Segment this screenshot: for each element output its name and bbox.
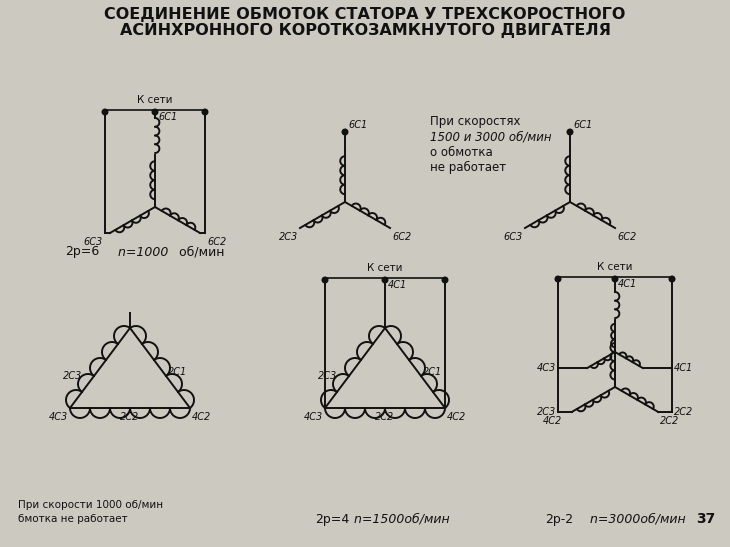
Text: 4С3: 4С3 [304, 412, 323, 422]
Text: 2р-2: 2р-2 [545, 513, 573, 526]
Text: 4С2: 4С2 [447, 412, 466, 422]
Text: 4С3: 4С3 [49, 412, 68, 422]
Text: 2С3: 2С3 [318, 371, 337, 381]
Text: 2С2: 2С2 [120, 412, 139, 422]
Text: 2С2: 2С2 [674, 407, 694, 417]
Circle shape [383, 277, 388, 283]
Circle shape [442, 277, 447, 283]
Text: АСИНХРОННОГО КОРОТКОЗАМКНУТОГО ДВИГАТЕЛЯ: АСИНХРОННОГО КОРОТКОЗАМКНУТОГО ДВИГАТЕЛЯ [120, 23, 610, 38]
Text: К сети: К сети [597, 262, 633, 272]
Circle shape [102, 109, 108, 115]
Text: 2р=6: 2р=6 [65, 246, 99, 259]
Text: 2С3: 2С3 [63, 371, 82, 381]
Text: n=3000об/мин: n=3000об/мин [582, 513, 685, 526]
Text: При скоростях: При скоростях [430, 115, 520, 129]
Text: 2р=4: 2р=4 [315, 513, 349, 526]
Text: 2С1: 2С1 [423, 367, 442, 377]
Text: 2С2: 2С2 [375, 412, 395, 422]
Text: 2С3: 2С3 [279, 232, 298, 242]
Text: 2С1: 2С1 [168, 367, 188, 377]
Text: 6С2: 6С2 [392, 232, 411, 242]
Text: 2С2: 2С2 [661, 416, 680, 426]
Text: 4С3: 4С3 [537, 363, 556, 373]
Text: 4С2: 4С2 [542, 416, 561, 426]
Text: 6С1: 6С1 [573, 120, 592, 130]
Text: 6С2: 6С2 [617, 232, 637, 242]
Text: 37: 37 [696, 512, 715, 526]
Text: СОЕДИНЕНИЕ ОБМОТОК СТАТОРА У ТРЕХСКОРОСТНОГО: СОЕДИНЕНИЕ ОБМОТОК СТАТОРА У ТРЕХСКОРОСТ… [104, 7, 626, 22]
Text: n=1000: n=1000 [110, 246, 169, 259]
Circle shape [322, 277, 328, 283]
Circle shape [342, 129, 347, 135]
Text: К сети: К сети [137, 95, 173, 105]
Circle shape [612, 276, 618, 282]
Text: о обмотка: о обмотка [430, 146, 493, 159]
Text: При скорости 1000 об/мин: При скорости 1000 об/мин [18, 500, 163, 510]
Text: К сети: К сети [367, 263, 403, 273]
Text: 4С1: 4С1 [674, 363, 694, 373]
Circle shape [567, 129, 573, 135]
Text: 6С2: 6С2 [207, 237, 226, 247]
Text: 6С1: 6С1 [158, 112, 177, 122]
Circle shape [669, 276, 675, 282]
Circle shape [556, 276, 561, 282]
Text: 2С3: 2С3 [537, 407, 556, 417]
Circle shape [152, 109, 158, 115]
Text: 1500 и 3000 об/мин: 1500 и 3000 об/мин [430, 131, 551, 143]
Text: 4С1: 4С1 [388, 280, 407, 290]
Text: 4С2: 4С2 [192, 412, 211, 422]
Circle shape [202, 109, 208, 115]
Text: об/мин: об/мин [175, 246, 225, 259]
Text: n=1500об/мин: n=1500об/мин [350, 513, 450, 526]
Text: не работает: не работает [430, 160, 506, 173]
Text: 6С3: 6С3 [504, 232, 523, 242]
Text: 4С1: 4С1 [618, 279, 637, 289]
Text: бмотка не работает: бмотка не работает [18, 514, 128, 524]
Text: 6С1: 6С1 [348, 120, 367, 130]
Text: 6С3: 6С3 [84, 237, 103, 247]
